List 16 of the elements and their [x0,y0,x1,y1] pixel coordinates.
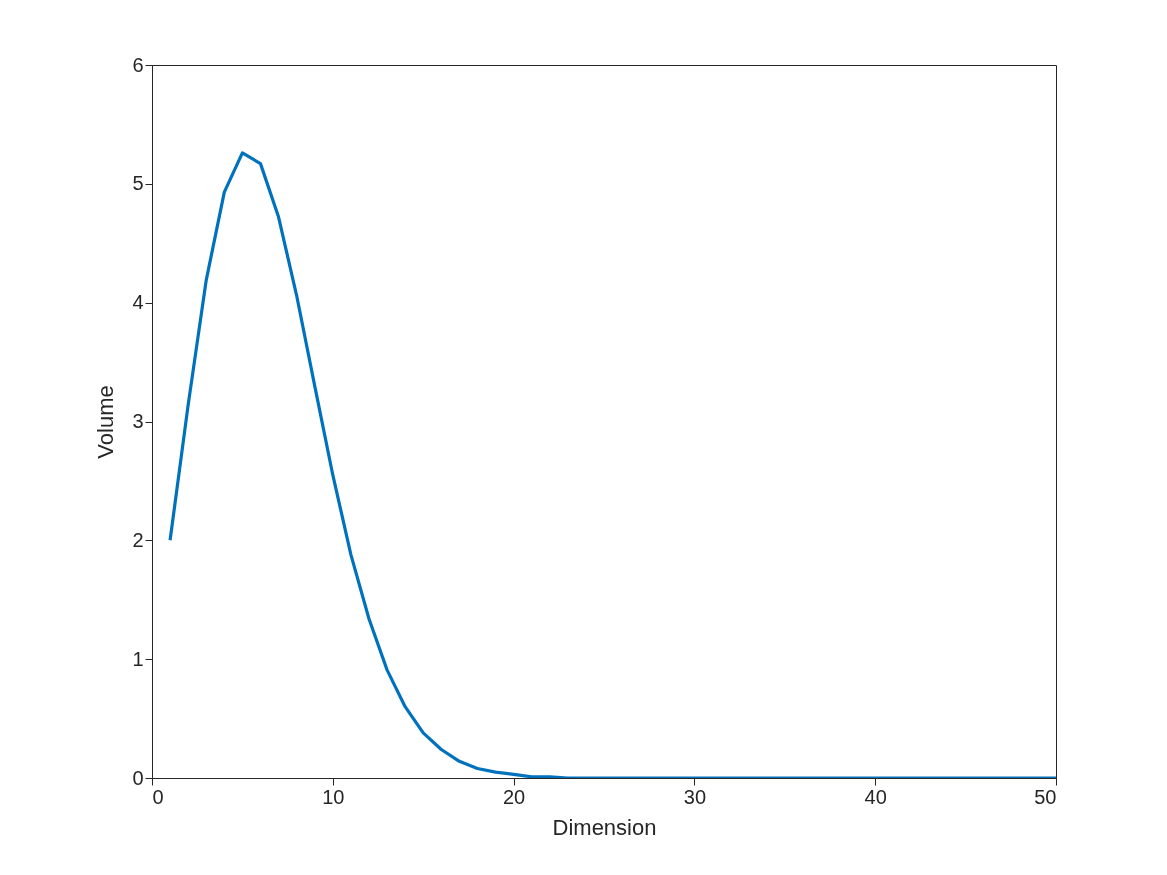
y-tick-label: 1 [132,647,144,670]
x-axis-title: Dimension [552,814,657,840]
x-tick-label: 40 [864,785,887,808]
y-tick-label: 4 [132,291,144,314]
y-tick-label: 2 [132,528,144,551]
y-tick-label: 5 [132,172,144,195]
y-tick-label: 0 [132,766,144,789]
y-tick-label: 6 [132,53,144,76]
y-tick-label: 3 [132,410,144,432]
x-tick-label: 50 [1034,785,1057,808]
x-tick-label: 0 [152,785,164,808]
x-tick-label: 30 [683,785,707,808]
x-tick-label: 20 [502,785,526,808]
x-tick-label: 10 [322,785,345,808]
line-series [168,151,1056,778]
y-axis-title: Volume [93,385,119,459]
